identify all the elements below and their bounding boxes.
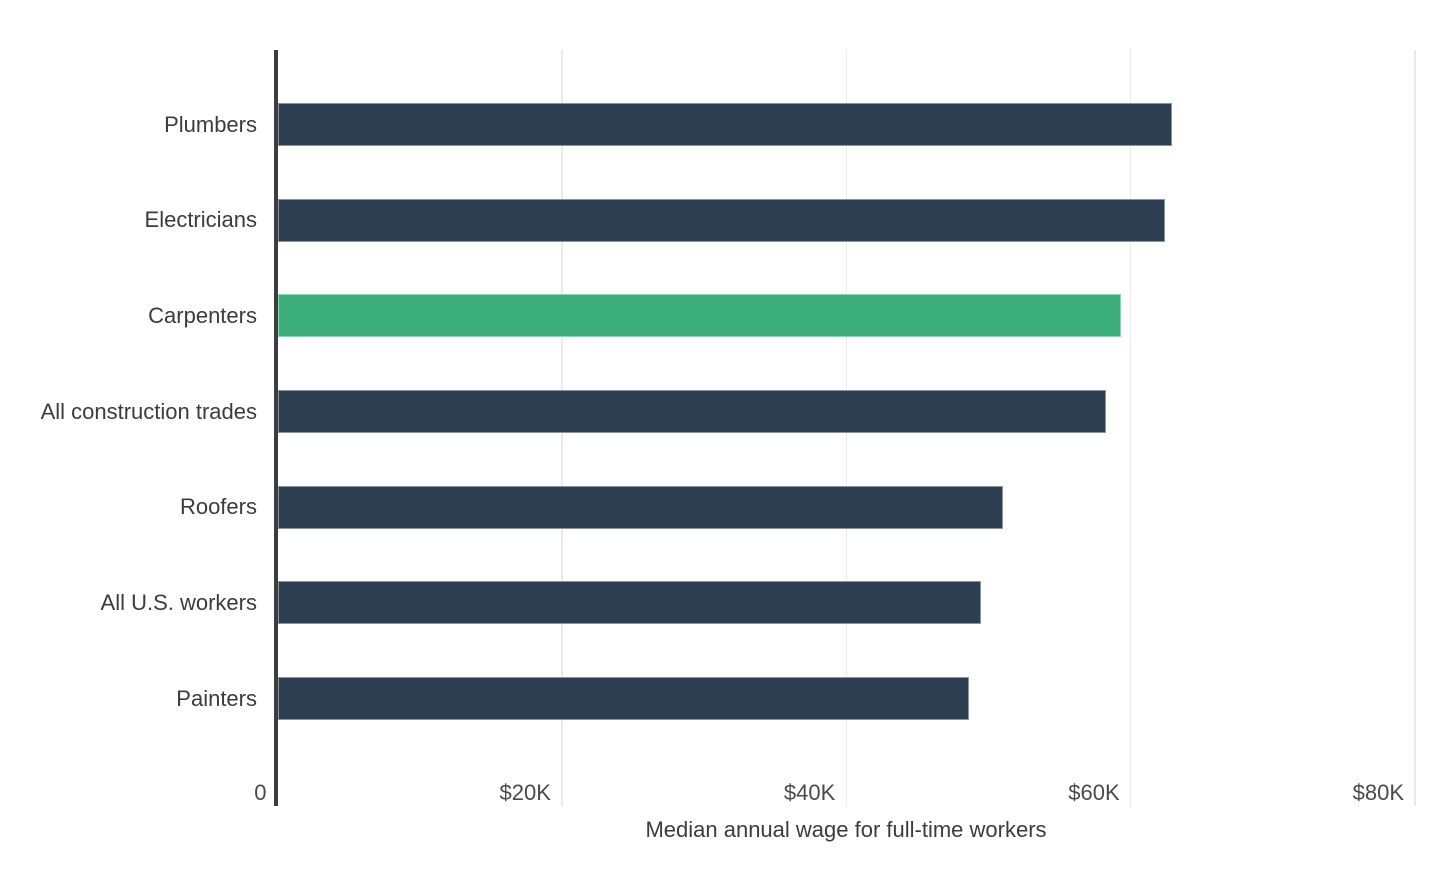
- category-label-electricians: Electricians: [144, 207, 257, 233]
- y-axis-line: [273, 50, 278, 806]
- bar-painters: [277, 677, 969, 721]
- gridline-80k: [1414, 50, 1416, 806]
- category-label-plumbers: Plumbers: [164, 111, 257, 137]
- x-tick-label-60k: $60K: [1068, 780, 1120, 805]
- category-label-carpenters: Carpenters: [148, 302, 257, 328]
- x-tick-label-40k: $40K: [783, 780, 836, 805]
- x-axis-title: Median annual wage for full-time workers: [645, 817, 1047, 842]
- gridline-60k: [1129, 50, 1132, 806]
- category-label-roofers: Roofers: [179, 494, 257, 520]
- bar-all-construction-trades: [277, 390, 1107, 433]
- bar-plumbers: [277, 103, 1172, 146]
- x-tick-label-0: 0: [254, 780, 267, 805]
- bar-electricians: [277, 198, 1165, 242]
- category-label-all-construction-trades: All construction trades: [40, 398, 257, 424]
- category-label-all-u-s-workers: All U.S. workers: [100, 589, 257, 615]
- category-label-painters: Painters: [176, 685, 257, 711]
- bar-roofers: [277, 485, 1003, 529]
- bar-carpenters: [277, 294, 1121, 338]
- bar-all-u-s-workers: [277, 581, 982, 625]
- x-tick-label-20k: $20K: [499, 780, 551, 805]
- x-tick-label-80k: $80K: [1352, 780, 1404, 805]
